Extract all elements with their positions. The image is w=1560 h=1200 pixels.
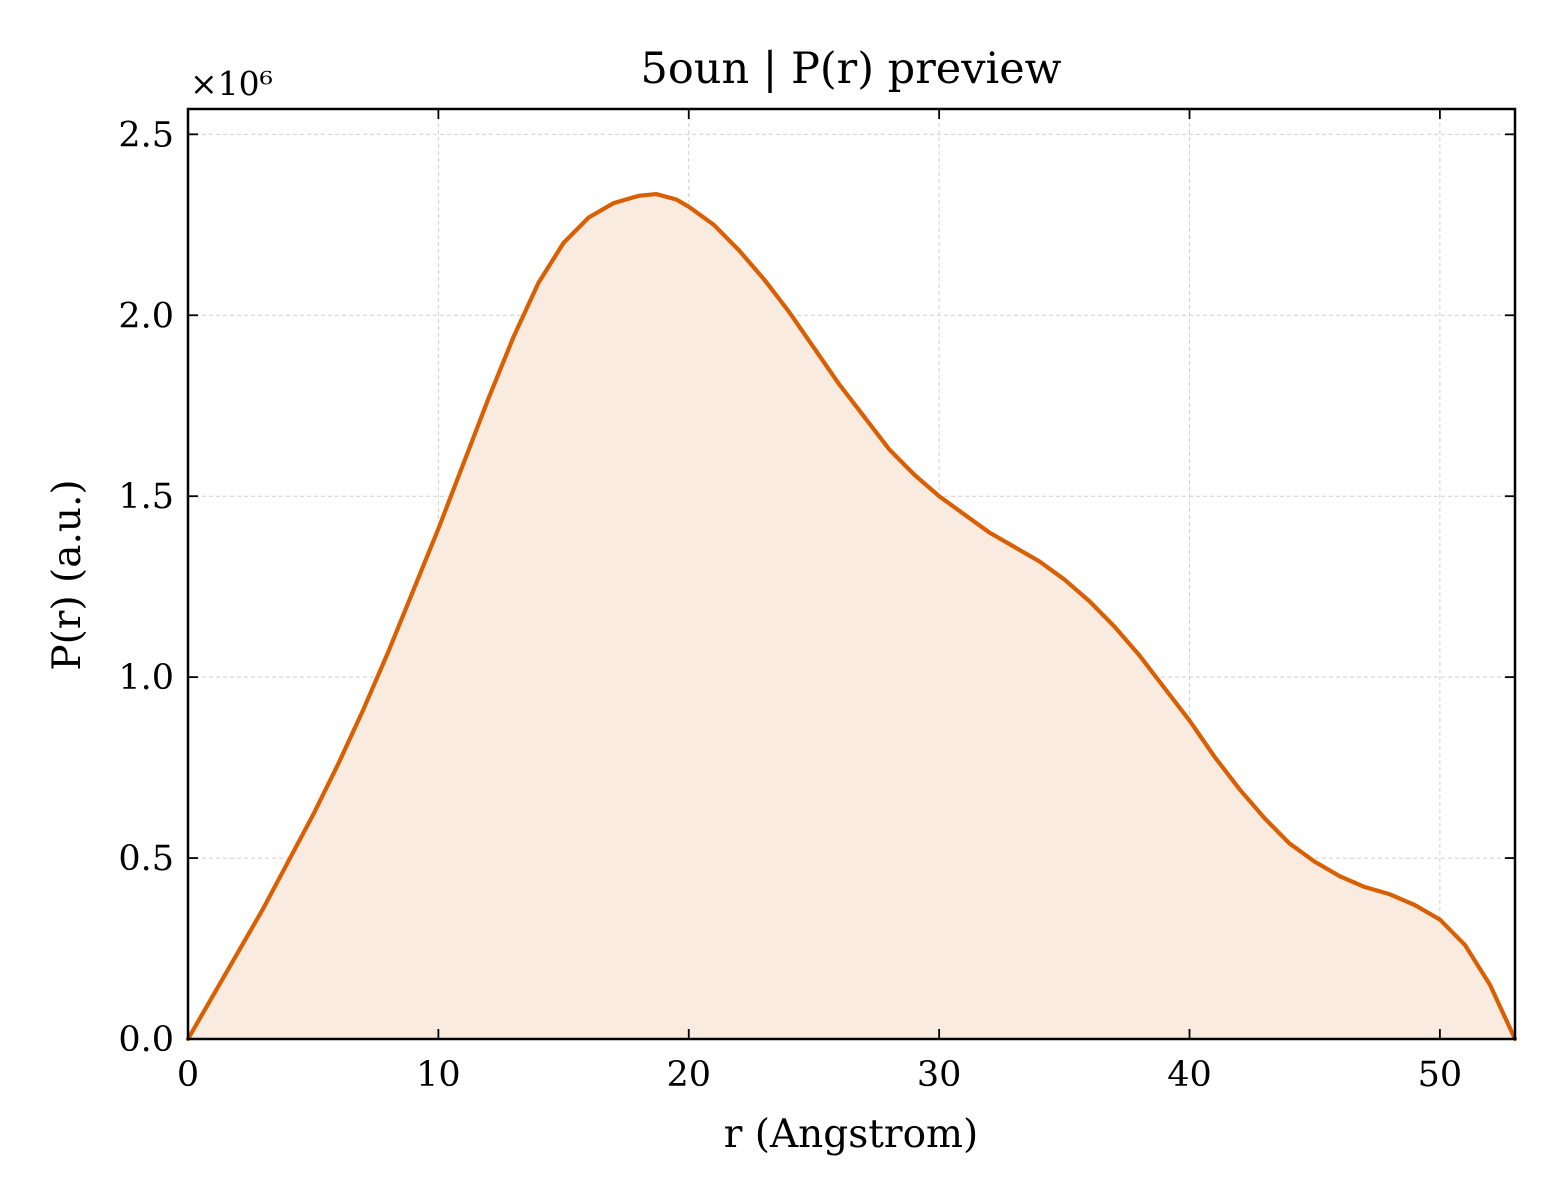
plot-frame — [186, 107, 1517, 1041]
x-tick-label: 30 — [917, 1055, 962, 1095]
y-tick-label: 2.5 — [118, 115, 174, 155]
y-tick-label: 2.0 — [118, 296, 174, 336]
y-tick-label: 1.0 — [118, 658, 174, 698]
y-axis-label: P(r) (a.u.) — [45, 479, 90, 670]
plot-area — [185, 107, 1518, 1042]
chart-title: 5oun | P(r) preview — [641, 44, 1062, 94]
y-tick-label: 0.0 — [118, 1020, 174, 1060]
x-tick-label: 0 — [177, 1055, 199, 1095]
x-axis-label: r (Angstrom) — [724, 1112, 979, 1157]
x-tick-label: 20 — [666, 1055, 711, 1095]
x-tick-label: 40 — [1167, 1055, 1212, 1095]
y-tick-label: 0.5 — [118, 839, 174, 879]
axis-ticks: 0 10 20 30 40 50 0.0 0.5 1.0 1.5 2.0 2.5 — [118, 109, 1515, 1095]
x-tick-label: 50 — [1418, 1055, 1463, 1095]
pr-area-fill — [188, 194, 1515, 1039]
y-axis-multiplier: ×10⁶ — [190, 64, 273, 103]
pr-curve — [185, 191, 1518, 1042]
x-tick-label: 10 — [416, 1055, 461, 1095]
y-tick-label: 1.5 — [118, 477, 174, 517]
